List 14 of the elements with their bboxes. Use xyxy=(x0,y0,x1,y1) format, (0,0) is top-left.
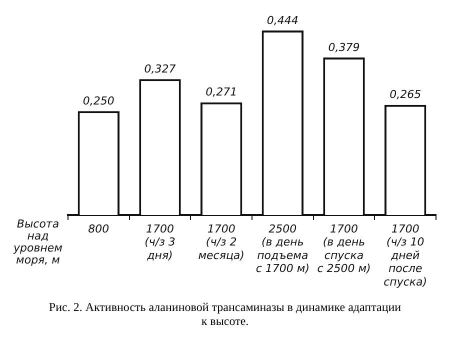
data-label: 0,444 xyxy=(266,14,298,27)
x-tick-label: 800 xyxy=(88,222,110,236)
x-tick-label: 1700 (ч/з 2 месяца) xyxy=(198,222,244,262)
x-tick-label: 2500 (в день подъема с 1700 м) xyxy=(256,222,310,276)
x-tick-label: 1700 (ч/з 3 дня) xyxy=(144,222,176,262)
x-axis-title: Высота над уровнем моря, м xyxy=(12,217,62,266)
data-label: 0,250 xyxy=(82,94,114,108)
data-label: 0,379 xyxy=(328,40,360,54)
x-tick-label: 1700 (в день спуска с 2500 м) xyxy=(317,222,371,276)
data-label: 0,265 xyxy=(390,88,422,102)
text: Рис. 2. Активность аланиновой трансаминазы в динамике адаптации к высоте. xyxy=(48,299,402,328)
data-label: 0,271 xyxy=(206,86,238,99)
data-label: 0,327 xyxy=(144,62,176,76)
x-tick-label: 1700 (ч/з 10 дней после спуска) xyxy=(384,222,428,288)
